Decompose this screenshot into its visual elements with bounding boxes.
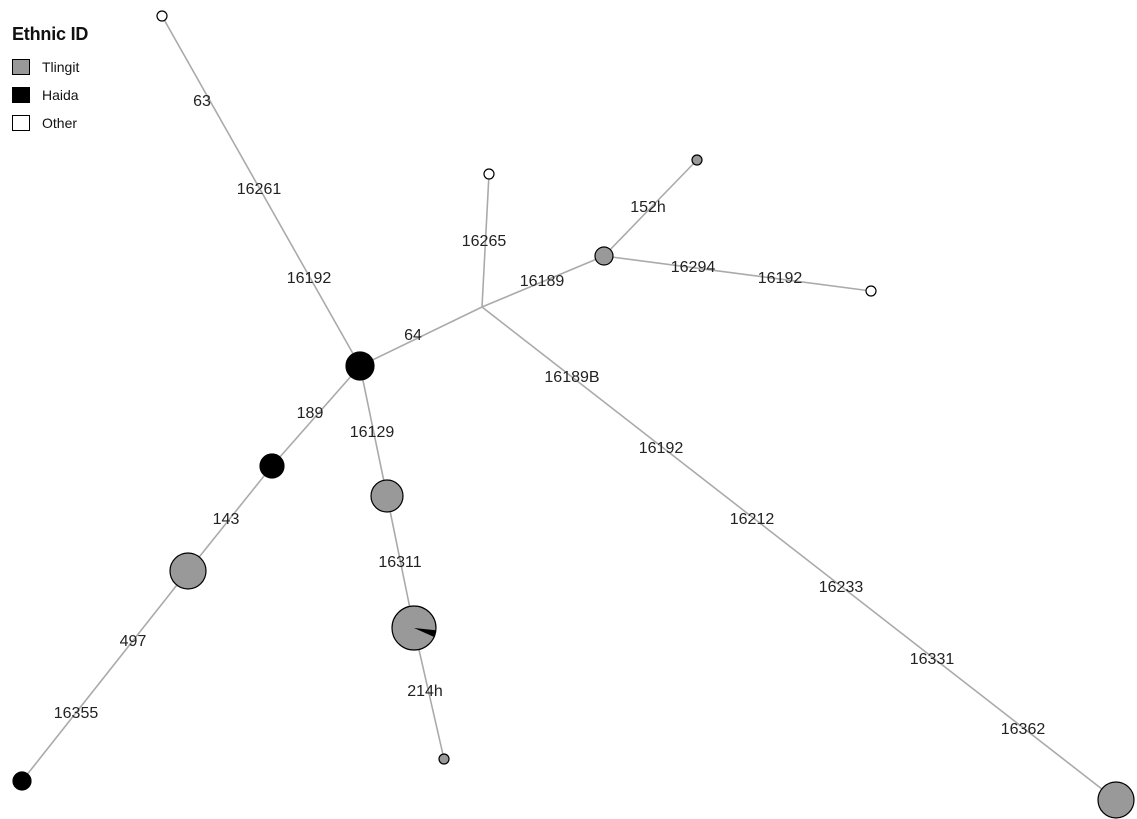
mutation-label: 16129 [350, 424, 395, 441]
edge-other-top-to-haida-central [161, 15, 361, 367]
legend-title: Ethnic ID [12, 24, 89, 44]
mutation-label: 16294 [671, 259, 716, 276]
node-haida-sw [12, 771, 32, 791]
node-haida-central [345, 351, 375, 381]
node-tlingit-south [438, 753, 450, 765]
node-tlingit-sw [169, 552, 207, 590]
mutation-label: 16189B [544, 369, 599, 386]
edges-layer [21, 15, 1117, 801]
edge-haida-central-to-tlingit-center [359, 365, 388, 497]
legend-swatch-other [12, 115, 30, 131]
node-tlingit-center [370, 479, 404, 513]
legend-label: Haida [42, 87, 79, 103]
edge-median-vector-to-other-mid [481, 173, 490, 308]
nodes-layer [12, 10, 1135, 819]
legend-label: Other [42, 115, 78, 131]
legend-item-haida: Haida [12, 81, 88, 109]
legend: Ethnic ID Tlingit Haida Other [12, 24, 88, 137]
edge-haida-central-to-haida-mid [271, 365, 361, 467]
mutation-label: 143 [213, 511, 240, 528]
mutation-label: 16355 [54, 705, 99, 722]
mutation-label: 16261 [237, 181, 282, 198]
node-other-mid [483, 168, 495, 180]
edge-tlingit-sw-to-haida-sw [21, 570, 189, 782]
legend-swatch-haida [12, 87, 30, 103]
mutation-label: 16192 [758, 270, 803, 287]
mutation-label: 189 [297, 405, 324, 422]
edge-labels-layer: 63 16261 16192 64 16265 16189 152h 16294 16192 16… [54, 93, 1046, 738]
edge-haida-mid-to-tlingit-sw [187, 465, 273, 572]
node-tlingit-ne [691, 154, 703, 166]
edge-median-vector-to-tlingit-se [481, 306, 1117, 801]
mutation-label: 16331 [910, 651, 955, 668]
edge-tlingit-east-to-tlingit-ne [603, 159, 698, 257]
legend-item-other: Other [12, 109, 88, 137]
mutation-label: 63 [193, 93, 211, 110]
node-tlingit-east [594, 246, 614, 266]
mutation-label: 152h [630, 199, 666, 216]
mutation-label: 16212 [730, 511, 775, 528]
edge-haida-central-to-median-vector [359, 306, 483, 367]
node-pie-haida [414, 628, 436, 637]
edge-median-vector-to-tlingit-east [481, 255, 605, 308]
node-mixed-south [391, 605, 437, 651]
legend-item-tlingit: Tlingit [12, 53, 88, 81]
mutation-label: 16265 [462, 233, 507, 250]
mutation-label: 16311 [378, 554, 421, 571]
mutation-label: 16192 [287, 270, 332, 287]
mutation-label: 16189 [520, 273, 565, 290]
mutation-label: 64 [404, 327, 422, 344]
node-other-east [865, 285, 877, 297]
legend-label: Tlingit [42, 59, 80, 75]
mutation-label: 497 [120, 633, 147, 650]
mutation-label: 214h [407, 683, 443, 700]
node-tlingit-se [1097, 781, 1135, 819]
mutation-label: 16233 [819, 579, 864, 596]
node-other-top [156, 10, 168, 22]
mutation-label: 16192 [639, 440, 684, 457]
edge-tlingit-east-to-other-east [603, 255, 872, 292]
mutation-label: 16362 [1001, 721, 1046, 738]
legend-swatch-tlingit [12, 59, 30, 75]
node-haida-mid [259, 453, 285, 479]
